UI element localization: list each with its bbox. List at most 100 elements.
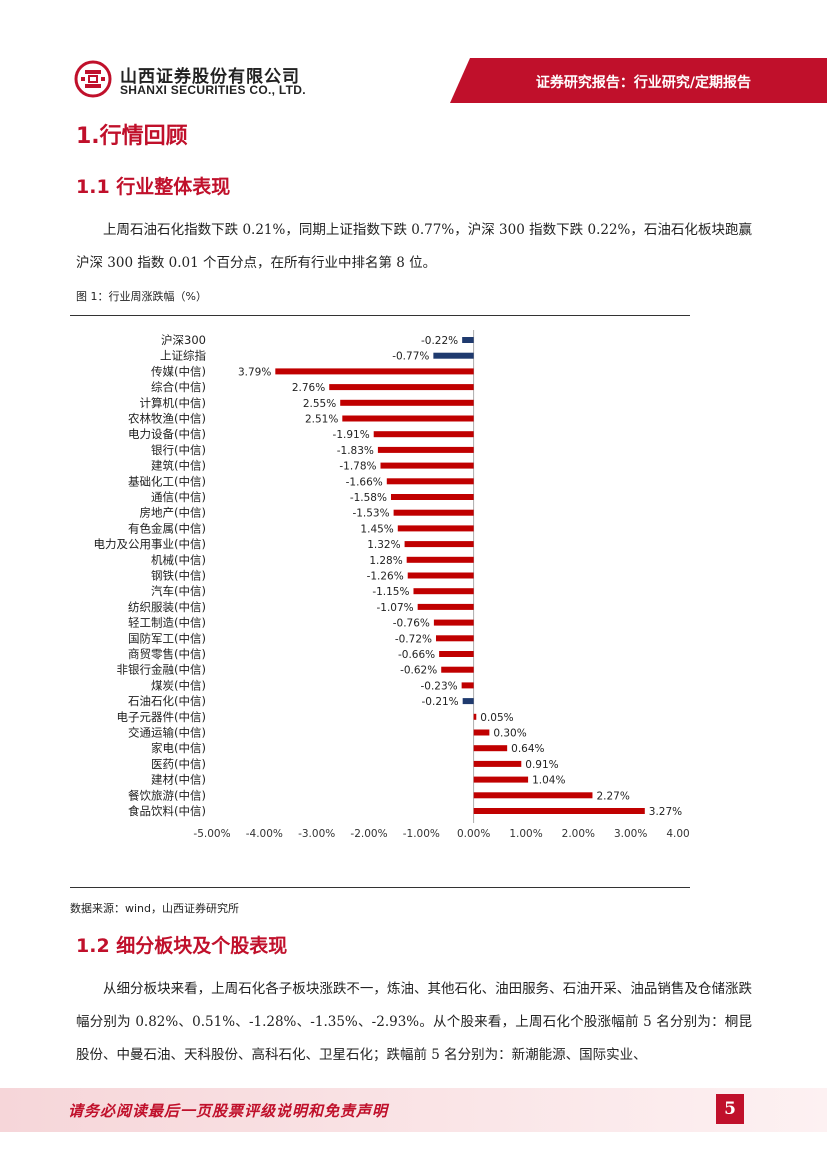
bar-16 (413, 588, 474, 595)
data-label-29: 2.27% (596, 790, 629, 802)
data-label-15: -1.26% (367, 571, 404, 583)
data-label-23: -0.21% (422, 696, 459, 708)
data-label-1: -0.77% (392, 351, 429, 363)
bar-23 (462, 698, 474, 705)
x-tick-label-2: -3.00% (298, 828, 335, 840)
data-label-17: -1.07% (377, 602, 414, 614)
bar-18 (433, 619, 474, 626)
category-label-0: 沪深300 (161, 333, 206, 347)
category-label-9: 基础化工(中信) (128, 474, 206, 488)
category-label-21: 非银行金融(中信) (117, 663, 206, 677)
category-label-14: 机械(中信) (151, 553, 206, 567)
bar-9 (386, 478, 474, 485)
data-label-30: 3.27% (649, 806, 682, 818)
subsection-title-2: 1.2 细分板块及个股表现 (76, 935, 288, 957)
company-name-cn: 山西证券股份有限公司 (120, 67, 300, 87)
data-label-7: -1.83% (337, 445, 374, 457)
bar-17 (417, 603, 474, 610)
figure-caption: 图 1：行业周涨跌幅（%） (76, 290, 207, 303)
bar-7 (377, 446, 474, 453)
data-label-11: -1.53% (352, 508, 389, 520)
category-label-11: 房地产(中信) (140, 506, 206, 520)
x-tick-label-9: 4.00% (666, 828, 690, 840)
bar-13 (404, 541, 474, 548)
category-label-13: 电力及公用事业(中信) (94, 537, 206, 551)
bar-21 (441, 666, 474, 673)
report-type: 证券研究报告：行业研究/定期报告 (535, 75, 751, 91)
category-label-5: 农林牧渔(中信) (128, 412, 206, 426)
category-label-8: 建筑(中信) (151, 459, 206, 473)
category-label-18: 轻工制造(中信) (128, 616, 206, 630)
bar-28 (473, 776, 529, 783)
category-label-2: 传媒(中信) (151, 364, 206, 378)
bar-30 (473, 808, 645, 814)
company-name-en: SHANXI SECURITIES CO., LTD. (120, 83, 306, 97)
data-label-12: 1.45% (360, 523, 393, 535)
section-title: 1.行情回顾 (76, 124, 188, 149)
category-label-28: 建材(中信) (151, 773, 206, 787)
category-label-23: 石油石化(中信) (128, 694, 206, 708)
category-label-22: 煤炭(中信) (151, 678, 206, 692)
data-label-3: 2.76% (292, 382, 325, 394)
data-label-9: -1.66% (346, 476, 383, 488)
category-label-10: 通信(中信) (151, 490, 206, 504)
bar-14 (406, 556, 474, 563)
data-label-13: 1.32% (367, 539, 400, 551)
category-label-1: 上证综指 (160, 349, 206, 363)
data-label-19: -0.72% (395, 633, 432, 645)
data-label-16: -1.15% (372, 586, 409, 598)
x-tick-label-7: 2.00% (562, 828, 595, 840)
data-label-27: 0.91% (525, 759, 558, 771)
category-label-27: 医药(中信) (151, 757, 206, 771)
footer-disclaimer: 请务必阅读最后一页股票评级说明和免责声明 (68, 1102, 389, 1120)
bar-8 (380, 462, 474, 469)
x-tick-label-3: -2.00% (350, 828, 387, 840)
data-label-24: 0.05% (480, 712, 513, 724)
x-tick-label-5: 0.00% (457, 828, 490, 840)
bar-2 (275, 368, 474, 375)
page-number: 5 (716, 1094, 744, 1124)
data-label-25: 0.30% (493, 728, 526, 740)
data-label-8: -1.78% (339, 461, 376, 473)
data-label-4: 2.55% (303, 398, 336, 410)
page-header: 山西证券股份有限公司 SHANXI SECURITIES CO., LTD. 证… (0, 0, 827, 110)
bar-22 (461, 682, 474, 689)
category-label-3: 综合(中信) (151, 380, 206, 394)
bar-10 (390, 494, 474, 500)
bar-0 (462, 337, 474, 343)
data-label-20: -0.66% (398, 649, 435, 661)
x-tick-label-4: -1.00% (403, 828, 440, 840)
bar-4 (340, 399, 474, 406)
figure-bottom-rule (70, 887, 690, 888)
data-label-26: 0.64% (511, 743, 544, 755)
bar-29 (473, 792, 593, 799)
industry-weekly-change-chart: 沪深300 -0.22% 上证综指 -0.77% 传媒(中信) 3.79% 综合(中信) 2.… (94, 330, 690, 840)
data-label-14: 1.28% (369, 555, 402, 567)
data-label-28: 1.04% (532, 775, 565, 787)
category-label-26: 家电(中信) (151, 741, 206, 755)
bar-19 (435, 635, 474, 642)
bar-5 (342, 415, 474, 422)
x-tick-label-6: 1.00% (509, 828, 542, 840)
category-label-16: 汽车(中信) (151, 584, 206, 598)
data-label-0: -0.22% (421, 335, 458, 347)
category-label-4: 计算机(中信) (140, 396, 206, 410)
footer-band (0, 1088, 827, 1132)
x-tick-label-8: 3.00% (614, 828, 647, 840)
bar-12 (397, 525, 474, 532)
bar-20 (439, 651, 474, 657)
x-tick-label-0: -5.00% (193, 828, 230, 840)
category-label-7: 银行(中信) (151, 443, 206, 457)
bar-27 (473, 760, 522, 767)
data-label-5: 2.51% (305, 414, 338, 426)
category-label-17: 纺织服装(中信) (128, 600, 206, 614)
category-label-19: 国防军工(中信) (128, 631, 206, 645)
bar-3 (329, 384, 474, 391)
paragraph-2: 从细分板块来看，上周石化各子板块涨跌不一，炼油、其他石化、油田服务、石油开采、油… (76, 981, 752, 1063)
header-band (450, 58, 827, 103)
bar-15 (407, 572, 474, 579)
category-label-12: 有色金属(中信) (128, 521, 206, 535)
paragraph-1: 上周石油石化指数下跌 0.21%，同期上证指数下跌 0.77%，沪深 300 指… (76, 222, 752, 271)
bar-24 (473, 713, 477, 720)
shanxi-securities-logo-icon (74, 60, 112, 98)
